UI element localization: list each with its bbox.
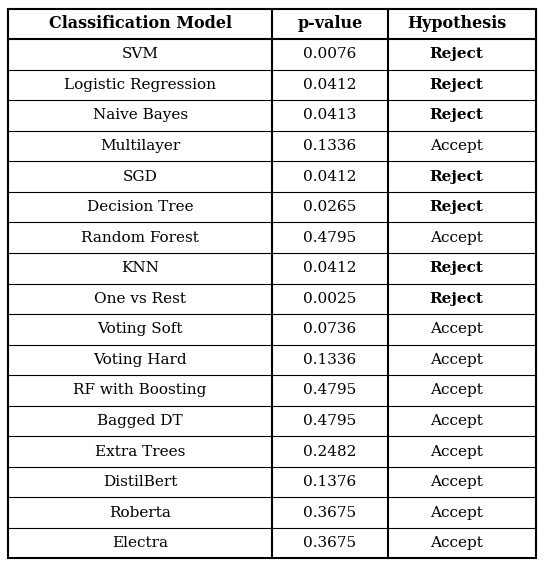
Text: Reject: Reject [430,261,484,275]
Text: One vs Rest: One vs Rest [94,292,186,306]
Text: Accept: Accept [430,475,483,489]
Text: 0.0412: 0.0412 [304,170,357,184]
Text: 0.1376: 0.1376 [304,475,357,489]
Text: 0.4795: 0.4795 [304,231,357,245]
Text: 0.0025: 0.0025 [304,292,357,306]
Text: 0.0412: 0.0412 [304,261,357,275]
Text: Accept: Accept [430,506,483,520]
Text: Bagged DT: Bagged DT [97,414,183,428]
Text: Reject: Reject [430,200,484,214]
Text: p-value: p-value [298,15,363,32]
Text: 0.0413: 0.0413 [304,108,357,122]
Text: Accept: Accept [430,322,483,336]
Text: Roberta: Roberta [109,506,171,520]
Text: Voting Hard: Voting Hard [93,353,187,367]
Text: 0.0076: 0.0076 [304,47,357,61]
Text: Classification Model: Classification Model [48,15,232,32]
Text: Decision Tree: Decision Tree [86,200,194,214]
Text: Accept: Accept [430,445,483,459]
Text: Reject: Reject [430,108,484,122]
Text: Reject: Reject [430,47,484,61]
Text: Voting Soft: Voting Soft [97,322,183,336]
Text: Reject: Reject [430,78,484,92]
Text: Accept: Accept [430,353,483,367]
Text: 0.1336: 0.1336 [304,139,357,153]
Text: 0.0265: 0.0265 [304,200,357,214]
Text: Multilayer: Multilayer [100,139,180,153]
Text: 0.2482: 0.2482 [304,445,357,459]
Text: Reject: Reject [430,170,484,184]
Text: Accept: Accept [430,383,483,397]
Text: Random Forest: Random Forest [81,231,199,245]
Text: Accept: Accept [430,139,483,153]
Text: 0.0412: 0.0412 [304,78,357,92]
Text: 0.4795: 0.4795 [304,414,357,428]
Text: 0.0736: 0.0736 [304,322,357,336]
Text: SGD: SGD [122,170,158,184]
Text: Naive Bayes: Naive Bayes [92,108,188,122]
Text: 0.3675: 0.3675 [304,536,357,550]
Text: SVM: SVM [121,47,159,61]
Text: Accept: Accept [430,231,483,245]
Text: DistilBert: DistilBert [103,475,177,489]
Text: Hypothesis: Hypothesis [407,15,506,32]
Text: 0.4795: 0.4795 [304,383,357,397]
Text: Accept: Accept [430,414,483,428]
Text: Accept: Accept [430,536,483,550]
Text: Extra Trees: Extra Trees [95,445,186,459]
Text: 0.1336: 0.1336 [304,353,357,367]
Text: RF with Boosting: RF with Boosting [73,383,207,397]
Text: KNN: KNN [121,261,159,275]
Text: Logistic Regression: Logistic Regression [64,78,216,92]
Text: Reject: Reject [430,292,484,306]
Text: Electra: Electra [112,536,168,550]
Text: 0.3675: 0.3675 [304,506,357,520]
